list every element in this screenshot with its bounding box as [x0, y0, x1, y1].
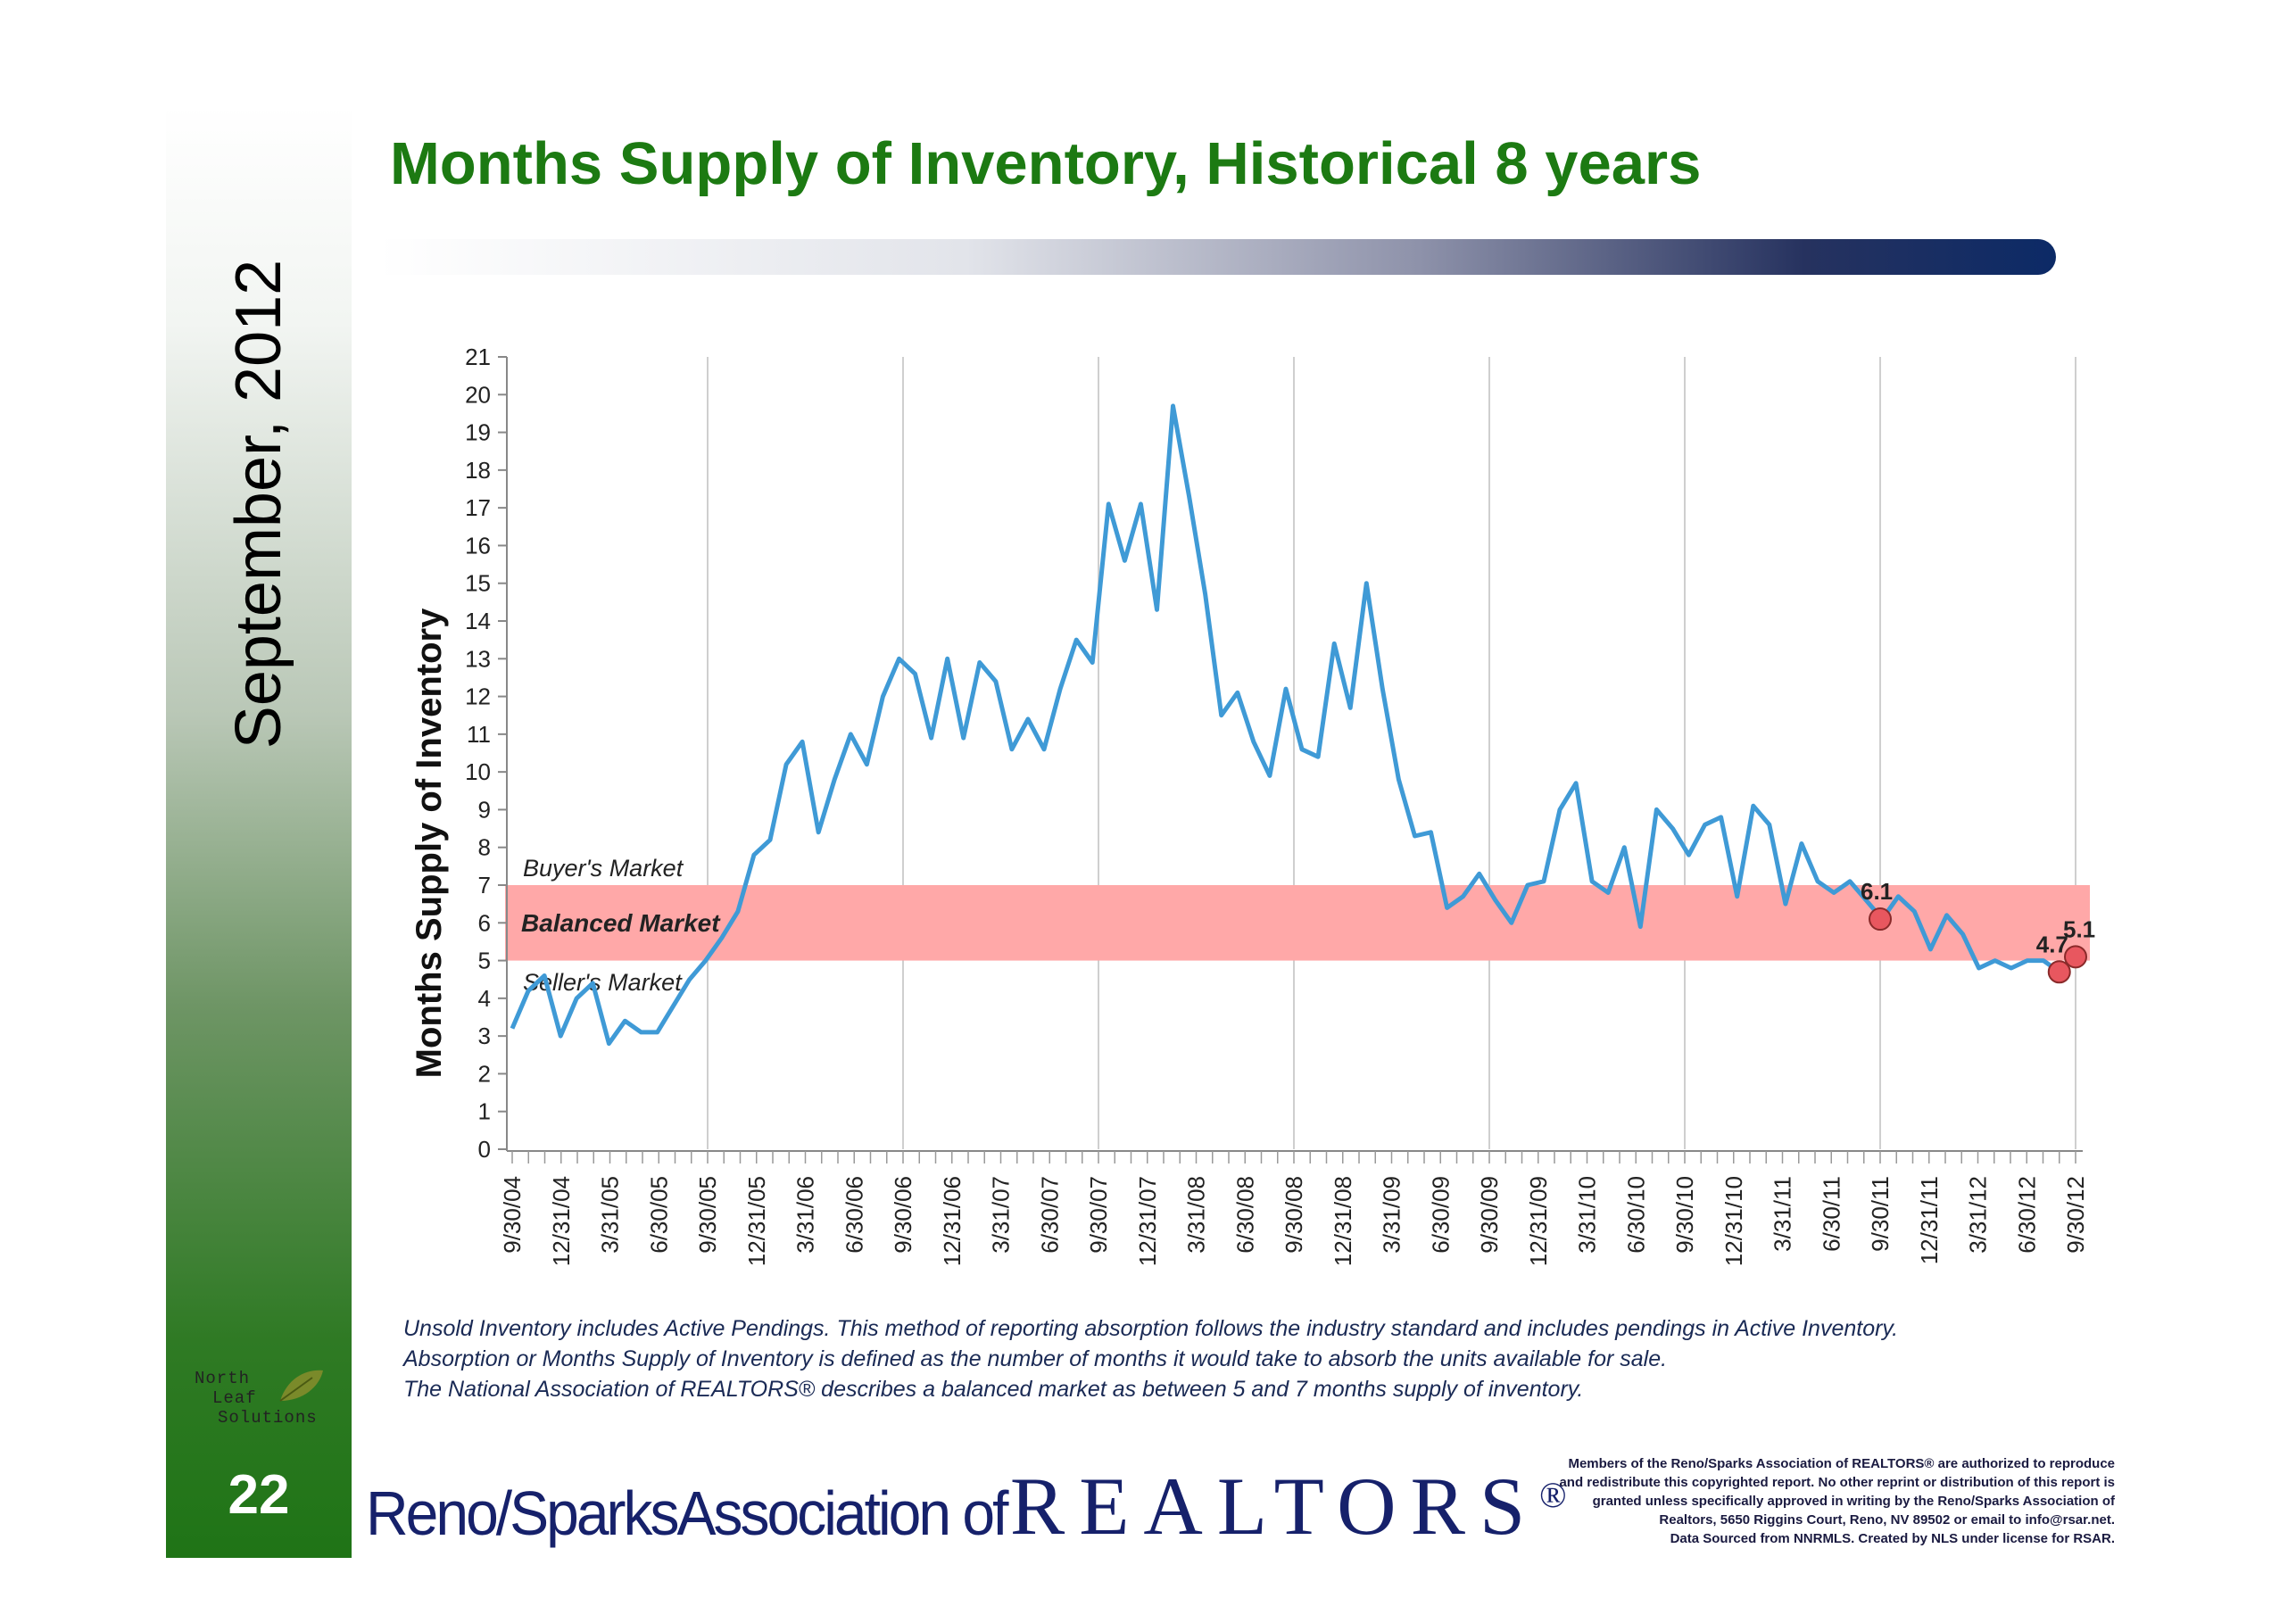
y-tick-label: 19 [465, 419, 491, 446]
x-tick-label: 9/30/05 [694, 1176, 721, 1254]
rsar-logo-text: Reno/SparksAssociation of [366, 1478, 1008, 1548]
x-tick-label: 12/31/04 [548, 1176, 575, 1266]
footnote-line: The National Association of REALTORS® de… [403, 1377, 1584, 1402]
x-tick-label: 9/30/12 [2062, 1176, 2089, 1254]
page-title: Months Supply of Inventory, Historical 8… [390, 130, 1702, 197]
title-underline-bar [378, 239, 2056, 275]
chart-axes [506, 357, 2083, 1163]
highlighted-points: 6.1 4.75.1 [1861, 878, 2095, 984]
x-tick-label: 6/30/11 [1818, 1176, 1844, 1252]
x-tick-label: 6/30/09 [1427, 1176, 1454, 1254]
y-tick-label: 5 [478, 948, 491, 974]
highlight-point [2047, 960, 2071, 984]
y-tick-label: 7 [478, 872, 491, 898]
data-label: 5.1 [2063, 915, 2095, 942]
page-number: 22 [228, 1464, 290, 1526]
x-tick-label: 12/31/07 [1134, 1176, 1161, 1266]
x-tick-label: 12/31/10 [1720, 1176, 1747, 1266]
x-tick-label: 6/30/07 [1036, 1176, 1063, 1254]
y-tick-label: 20 [465, 381, 491, 408]
x-tick-label: 9/30/06 [890, 1176, 916, 1254]
x-tick-label: 12/31/11 [1916, 1176, 1943, 1264]
copyright-notice: Members of the Reno/Sparks Association o… [1559, 1454, 2115, 1548]
x-tick-label: 12/31/05 [743, 1176, 770, 1266]
sidebar [166, 105, 352, 1558]
inventory-series-line [510, 403, 2077, 1047]
y-tick-label: 21 [465, 344, 491, 370]
balanced-market-label: Balanced Market [521, 909, 721, 937]
y-tick-label: 12 [465, 683, 491, 710]
x-tick-label: 6/30/10 [1622, 1176, 1649, 1254]
data-label: 4.7 [2036, 931, 2068, 957]
y-tick-label: 9 [478, 796, 491, 823]
highlight-point [2064, 945, 2087, 969]
y-tick-label: 11 [467, 721, 491, 748]
rsar-logo-realtors: REALTORS [1009, 1461, 1540, 1552]
y-tick-label: 6 [478, 909, 491, 936]
logo-word-north: North [195, 1369, 251, 1388]
x-tick-label: 3/31/05 [597, 1176, 624, 1254]
copyright-line: granted unless specifically approved in … [1592, 1494, 2115, 1509]
balanced-market-band [505, 885, 2090, 961]
x-tick-label: 3/31/12 [1965, 1176, 1992, 1254]
copyright-line: Realtors, 5650 Riggins Court, Reno, NV 8… [1659, 1512, 2115, 1528]
x-tick-label: 12/31/09 [1525, 1176, 1552, 1266]
logo-word-leaf: Leaf [212, 1388, 257, 1408]
x-tick-label: 6/30/05 [645, 1176, 672, 1254]
x-tick-label: 3/31/07 [988, 1176, 1015, 1254]
x-tick-label: 3/31/09 [1379, 1176, 1405, 1254]
copyright-line: Data Sourced from NNRMLS. Created by NLS… [1670, 1531, 2115, 1546]
x-tick-label: 9/30/04 [499, 1176, 526, 1254]
x-tick-label: 9/30/07 [1085, 1176, 1112, 1254]
y-tick-label: 10 [465, 758, 491, 785]
y-tick-label: 4 [478, 985, 491, 1012]
x-tick-label: 6/30/08 [1231, 1176, 1258, 1254]
y-tick-label: 0 [478, 1136, 491, 1163]
x-tick-label: 9/30/10 [1671, 1176, 1698, 1254]
x-tick-label: 6/30/06 [841, 1176, 867, 1254]
footnote-line: Absorption or Months Supply of Inventory… [403, 1346, 1668, 1371]
y-tick-label: 3 [478, 1023, 491, 1049]
north-leaf-logo: North Leaf Solutions [191, 1365, 334, 1437]
x-tick-label: 12/31/08 [1330, 1176, 1356, 1266]
highlight-point [1869, 907, 1892, 932]
y-tick-label: 13 [465, 645, 491, 672]
x-tick-label: 3/31/08 [1183, 1176, 1210, 1254]
logo-word-solutions: Solutions [218, 1408, 318, 1428]
registered-mark: ® [1539, 1475, 1567, 1515]
footnotes: Unsold Inventory includes Active Pending… [403, 1313, 1898, 1404]
y-tick-label: 17 [465, 494, 491, 521]
buyers-market-label: Buyer's Market [523, 855, 684, 882]
rsar-logo: Reno/SparksAssociation of REALTORS® [366, 1459, 1567, 1553]
x-tick-label: 3/31/06 [792, 1176, 819, 1254]
y-tick-label: 15 [465, 570, 491, 597]
y-tick-label: 2 [478, 1060, 491, 1087]
copyright-line: and redistribute this copyrighted report… [1559, 1475, 2115, 1490]
leaf-icon [279, 1370, 323, 1402]
footnote-line: Unsold Inventory includes Active Pending… [403, 1316, 1899, 1341]
x-tick-labels: 9/30/04 12/31/04 3/31/05 6/30/05 9/30/05 12/3… [499, 1176, 2089, 1266]
x-tick-label: 9/30/09 [1476, 1176, 1503, 1254]
x-tick-label: 6/30/12 [2013, 1176, 2040, 1254]
y-axis-label: Months Supply of Inventory [410, 608, 449, 1078]
x-tick-label: 3/31/11 [1770, 1176, 1796, 1252]
y-tick-label: 14 [465, 608, 491, 634]
copyright-line: Members of the Reno/Sparks Association o… [1568, 1456, 2115, 1471]
x-tick-label: 9/30/11 [1867, 1176, 1894, 1252]
y-tick-label: 8 [478, 834, 491, 861]
x-tick-label: 12/31/06 [939, 1176, 966, 1266]
x-tick-label: 3/31/10 [1574, 1176, 1601, 1254]
y-tick-label: 18 [465, 457, 491, 484]
y-tick-label: 16 [465, 532, 491, 559]
chart-grid [707, 357, 2076, 1149]
x-tick-label: 9/30/08 [1281, 1176, 1307, 1254]
data-label: 6.1 [1861, 878, 1893, 905]
y-tick-label: 1 [478, 1098, 491, 1125]
